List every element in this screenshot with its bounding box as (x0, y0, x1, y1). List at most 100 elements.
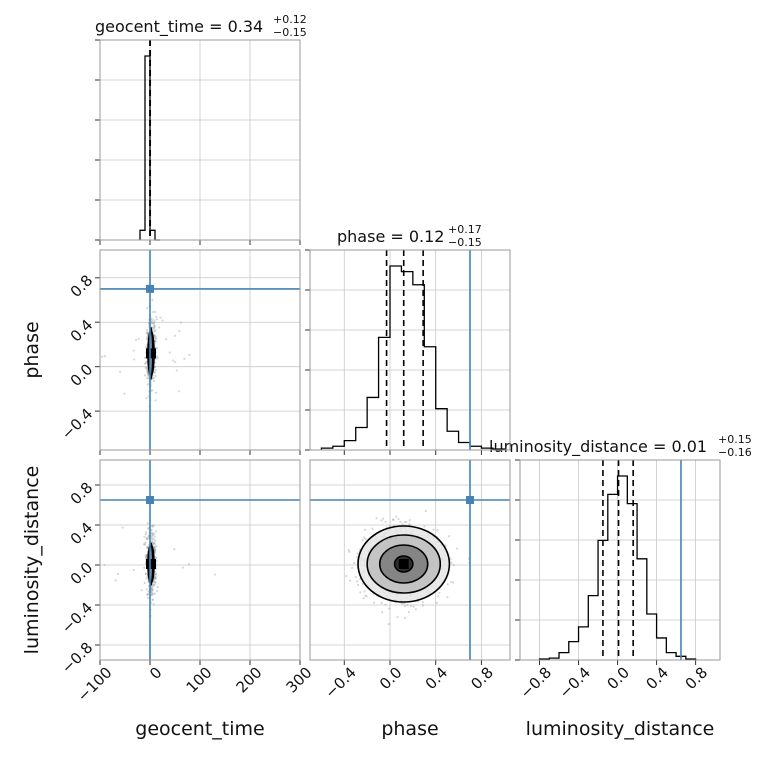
sample-point (152, 324, 156, 327)
sample-point (146, 332, 149, 335)
sample-point (152, 310, 155, 314)
sample-point (133, 358, 136, 361)
sample-point (146, 593, 149, 596)
sample-point (143, 356, 147, 359)
sample-point (452, 564, 455, 567)
sample-point (359, 591, 362, 594)
sample-point (161, 319, 164, 322)
pair-geocent_time-luminosity_distance-contour-1 (147, 544, 155, 584)
sample-point (183, 357, 186, 360)
sample-point (152, 524, 155, 527)
sample-point (155, 545, 158, 548)
sample-point (144, 572, 147, 575)
sample-point (395, 515, 398, 518)
sample-point (155, 589, 159, 592)
sample-point (143, 581, 146, 585)
xtick-label-geocent_time-1: 0 (146, 664, 165, 683)
sample-point (145, 588, 148, 591)
sample-point (406, 604, 409, 607)
sample-point (345, 575, 348, 578)
sample-point (144, 554, 147, 557)
sample-point (150, 590, 154, 593)
sample-point (152, 533, 155, 536)
sample-point (137, 337, 140, 340)
xtick-label-geocent_time-4: 300 (283, 664, 316, 697)
sample-point (156, 357, 160, 360)
sample-point (150, 535, 153, 538)
sample-point (446, 583, 449, 586)
xtick-label-luminosity_distance-3: 0.4 (643, 664, 673, 694)
sample-point (364, 537, 367, 540)
sample-point (144, 362, 147, 365)
sample-point (438, 591, 441, 594)
sample-point (153, 379, 156, 382)
sample-point (188, 353, 191, 356)
pair-geocent_time-luminosity_distance-frame (99, 459, 301, 661)
sample-point (408, 519, 411, 522)
sample-point (412, 605, 415, 608)
sample-point (151, 389, 154, 392)
xtick-label-geocent_time-3: 200 (233, 664, 266, 697)
sample-point (153, 337, 157, 340)
sample-point (449, 557, 452, 561)
pair-phase-luminosity_distance-contour-3 (357, 525, 451, 603)
sample-point (144, 555, 147, 558)
sample-point (153, 545, 156, 548)
pair-phase-luminosity_distance-samples (345, 510, 471, 626)
sample-point (392, 518, 395, 522)
sample-point (154, 391, 158, 394)
sample-point (187, 563, 191, 566)
sample-point (165, 338, 168, 341)
sample-point (151, 536, 154, 539)
sample-point (152, 537, 155, 540)
sample-point (140, 589, 143, 592)
sample-point (381, 611, 384, 614)
sample-point (151, 586, 154, 589)
sample-point (103, 563, 106, 567)
title-luminosity-distance-plus: +0.15 (718, 433, 752, 446)
ytick-label-phase-1: 0.0 (67, 360, 97, 390)
sample-point (351, 566, 354, 569)
sample-point (407, 610, 410, 614)
sample-point (146, 306, 149, 310)
sample-point (151, 540, 154, 543)
sample-point (175, 369, 178, 372)
sample-point (152, 580, 156, 583)
sample-point (121, 526, 124, 529)
sample-point (146, 332, 149, 335)
sample-point (172, 359, 175, 362)
sample-point (361, 538, 364, 542)
sample-point (152, 543, 155, 546)
sample-point (353, 561, 356, 565)
histogram-phase (320, 265, 505, 450)
hist-panel-luminosity_distance (515, 459, 721, 665)
sample-point (147, 527, 150, 530)
sample-point (150, 321, 153, 324)
sample-point (151, 598, 154, 601)
sample-point (154, 335, 157, 338)
sample-point (452, 581, 455, 584)
sample-point (145, 397, 148, 400)
sample-point (143, 543, 147, 546)
pair-geocent_time-luminosity_distance-density-core (146, 559, 156, 569)
sample-point (450, 580, 453, 584)
sample-point (455, 547, 459, 550)
sample-point (388, 607, 391, 610)
title-geocent-time-minus: −0.15 (273, 26, 307, 39)
sample-point (153, 535, 156, 538)
sample-point (375, 517, 378, 520)
sample-point (154, 548, 157, 551)
sample-point (157, 326, 161, 329)
sample-point (154, 576, 157, 579)
sample-point (356, 552, 359, 555)
sample-point (409, 604, 413, 607)
sample-point (151, 592, 154, 595)
ylabel-luminosity-distance: luminosity_distance (21, 466, 43, 655)
sample-point (355, 580, 359, 583)
sample-point (147, 331, 150, 334)
sample-point (118, 370, 122, 373)
sample-point (152, 328, 155, 331)
sample-point (145, 367, 148, 370)
ytick-label-phase-2: 0.4 (67, 316, 97, 346)
